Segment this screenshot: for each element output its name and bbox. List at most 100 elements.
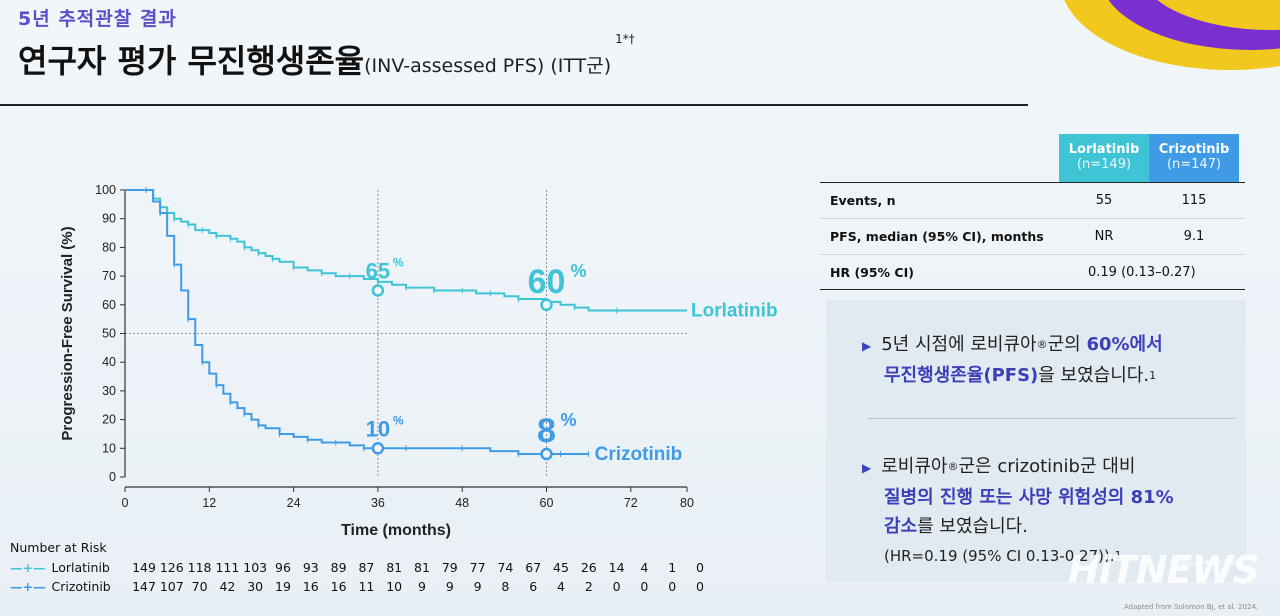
risk-value: 147 bbox=[132, 579, 156, 594]
b2-text-end: 를 보였습니다. bbox=[917, 516, 1028, 537]
risk-table-title: Number at Risk bbox=[10, 540, 107, 555]
series-name-crizotinib: Crizotinib bbox=[595, 444, 683, 465]
x-tick-label: 48 bbox=[455, 496, 469, 510]
stats-row-events: Events, n 55 115 bbox=[820, 182, 1245, 217]
data-point-marker bbox=[371, 442, 385, 455]
b2-highlight-2: 감소 bbox=[884, 516, 918, 537]
key-message-2: ▶ 로비큐아®군은 crizotinib군 대비 질병의 진행 또는 사망 위험성… bbox=[862, 452, 1242, 571]
key-message-1: ▶ 5년 시점에 로비큐아®군의 60%에서 무진행생존율(PFS)을 보였습니다… bbox=[862, 330, 1242, 390]
y-tick-label: 70 bbox=[102, 269, 116, 283]
key-message-box bbox=[826, 300, 1246, 582]
risk-value: 126 bbox=[159, 560, 184, 575]
x-axis-label: Time (months) bbox=[341, 522, 451, 539]
risk-value: 0 bbox=[640, 579, 649, 594]
b2-ref: 1 bbox=[1114, 549, 1122, 562]
bullet-arrow-icon: ▶ bbox=[862, 339, 872, 353]
x-tick-label: 0 bbox=[122, 496, 129, 510]
watermark-logo: HiTNEWS 히트뉴스 Hit / 뉴스 품앗품 bbox=[1068, 548, 1260, 592]
b2-ci: (HR=0.19 (95% CI 0.13-0.27)). bbox=[884, 547, 1115, 565]
risk-value: 79 bbox=[441, 560, 458, 575]
risk-value: 26 bbox=[580, 560, 597, 575]
b2-text-1b: 군은 crizotinib군 대비 bbox=[958, 456, 1136, 477]
risk-value: 9 bbox=[445, 579, 454, 594]
risk-value: 19 bbox=[275, 579, 291, 594]
title-rule bbox=[0, 104, 1028, 106]
b1-text-1: 5년 시점에 로비큐아 bbox=[881, 334, 1037, 355]
risk-value: 67 bbox=[525, 560, 542, 575]
x-tick-label: 72 bbox=[624, 496, 638, 510]
data-label: 65 bbox=[366, 258, 390, 283]
stats-row-hr: HR (95% CI) 0.19 (0.13–0.27) bbox=[820, 254, 1245, 290]
risk-value: 2 bbox=[584, 579, 593, 594]
y-tick-label: 100 bbox=[95, 183, 116, 197]
risk-row-label: —+— Crizotinib bbox=[10, 579, 111, 594]
stats-value-lorlatinib: 55 bbox=[1095, 193, 1113, 208]
y-tick-label: 40 bbox=[102, 355, 116, 369]
data-label: 8 bbox=[537, 412, 556, 450]
data-point-marker bbox=[540, 298, 553, 312]
y-tick-label: 90 bbox=[102, 212, 116, 226]
b1-registered: ® bbox=[1036, 338, 1048, 351]
y-axis-label: Progression-Free Survival (%) bbox=[59, 226, 76, 440]
risk-row-label-text: Crizotinib bbox=[51, 579, 111, 594]
b2-highlight-1: 질병의 진행 또는 사망 위험성의 81% bbox=[884, 487, 1174, 508]
risk-value: 81 bbox=[386, 560, 403, 575]
slide-title: 연구자 평가 무진행생존율(INV-assessed PFS) (ITT군)1*… bbox=[18, 32, 635, 82]
risk-value: 4 bbox=[557, 579, 565, 594]
stats-header-lorlatinib: Lorlatinib (n=149) bbox=[1059, 134, 1149, 182]
stats-value-lorlatinib: NR bbox=[1094, 229, 1114, 244]
risk-value: 149 bbox=[132, 560, 156, 575]
data-label-unit: % bbox=[571, 261, 587, 281]
risk-value: 9 bbox=[418, 579, 426, 594]
x-tick-label: 12 bbox=[202, 496, 216, 510]
risk-value: 42 bbox=[219, 579, 236, 594]
stats-row-pfs-median: PFS, median (95% CI), months NR 9.1 bbox=[820, 218, 1245, 253]
title-paren: (INV-assessed PFS) (ITT군) bbox=[364, 55, 612, 77]
data-label: 10 bbox=[366, 416, 390, 441]
stats-table: Lorlatinib (n=149) Crizotinib (n=147) Ev… bbox=[820, 134, 1245, 290]
risk-value: 77 bbox=[469, 560, 486, 575]
b1-text-1b: 군의 bbox=[1047, 334, 1087, 355]
risk-value: 8 bbox=[501, 579, 510, 594]
b2-registered: ® bbox=[947, 460, 959, 473]
risk-value: 6 bbox=[529, 579, 538, 594]
series-name-lorlatinib: Lorlatinib bbox=[691, 301, 778, 322]
risk-value: 0 bbox=[696, 579, 704, 594]
risk-value: 14 bbox=[608, 560, 625, 575]
risk-value: 103 bbox=[243, 560, 268, 575]
data-point-marker bbox=[371, 284, 385, 297]
stats-header-crizotinib: Crizotinib (n=147) bbox=[1149, 134, 1239, 182]
watermark-text: HiTNEWS bbox=[1068, 548, 1260, 592]
y-tick-label: 30 bbox=[102, 384, 116, 398]
data-point-marker bbox=[540, 447, 553, 461]
km-chart: 0 10 20 30 40 50 60 70 80 90 100 0 12 24 36 48 60 72 80 Pro… bbox=[59, 183, 778, 539]
stats-row-label: PFS, median (95% CI), months bbox=[830, 229, 1044, 244]
stats-value-crizotinib: 115 bbox=[1181, 193, 1207, 208]
b2-text-1: 로비큐아 bbox=[881, 456, 948, 477]
risk-value: 9 bbox=[473, 579, 482, 594]
risk-value: 89 bbox=[330, 560, 347, 575]
x-tick-label: 60 bbox=[540, 496, 554, 510]
stats-header-crizotinib-name: Crizotinib bbox=[1158, 142, 1230, 157]
slide-subtitle: 5년 추적관찰 결과 bbox=[18, 8, 177, 30]
stats-value-crizotinib: 9.1 bbox=[1183, 229, 1205, 244]
risk-value: 16 bbox=[330, 579, 347, 594]
stats-header-lorlatinib-n: (n=149) bbox=[1076, 157, 1132, 172]
y-tick-label: 10 bbox=[102, 441, 116, 455]
data-label-unit: % bbox=[393, 413, 404, 427]
stats-row-label: HR (95% CI) bbox=[830, 265, 914, 280]
risk-value: 4 bbox=[640, 560, 649, 575]
corner-swoosh-decoration bbox=[1064, 0, 1280, 70]
y-tick-label: 20 bbox=[102, 413, 116, 427]
source-note: Adapted from Solomon BJ, et al. 2024. bbox=[1124, 603, 1259, 611]
x-tick-label: 80 bbox=[680, 496, 694, 510]
risk-value: 81 bbox=[414, 560, 430, 575]
stats-header-lorlatinib-name: Lorlatinib bbox=[1068, 142, 1140, 157]
risk-value: 1 bbox=[668, 560, 677, 575]
y-tick-label: 0 bbox=[109, 470, 116, 484]
bullet-arrow-icon: ▶ bbox=[862, 461, 872, 475]
stats-header-crizotinib-n: (n=147) bbox=[1166, 157, 1222, 172]
risk-value: 74 bbox=[497, 560, 514, 575]
risk-value: 30 bbox=[247, 579, 264, 594]
y-tick-label: 60 bbox=[102, 298, 116, 312]
